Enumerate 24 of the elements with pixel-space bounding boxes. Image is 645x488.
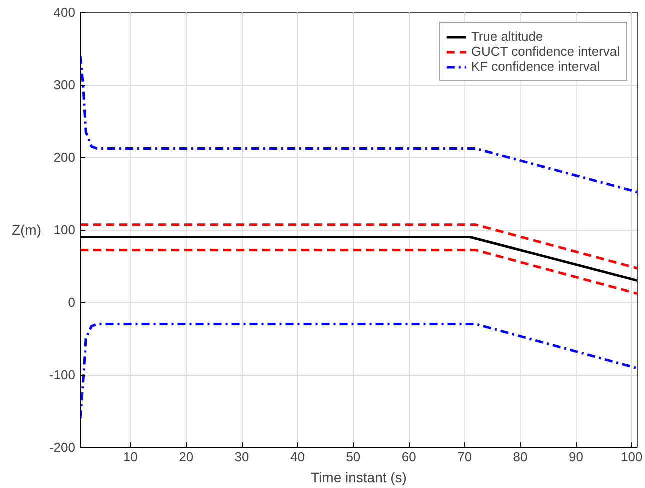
x-tick-label: 50 [346,450,361,464]
line-series [80,323,638,420]
y-tick-label: 100 [54,222,76,238]
legend-label: GUCT confidence interval [471,44,620,59]
y-tick-label: 300 [54,78,76,92]
y-tick-label: 0 [68,295,76,310]
x-tick-label: 90 [569,450,584,464]
y-axis-title: Z(m) [12,222,42,238]
x-tick-label: 80 [513,450,528,464]
line-series [80,54,638,194]
x-tick-label: 10 [123,450,138,464]
x-axis-title: Time instant (s) [311,470,407,486]
y-tick-label: 400 [54,5,76,20]
legend-label: KF confidence interval [471,59,600,74]
x-tick-label: 60 [402,450,416,464]
x-tick-label: 30 [234,450,250,464]
y-tick-label: 200 [54,150,76,165]
x-tick-label: 70 [458,450,472,464]
x-tick-label: 100 [621,450,643,464]
y-tick-label: -200 [49,440,76,455]
x-tick-label: 40 [290,450,305,464]
legend-label: True altitude [471,29,544,44]
x-tick-label: 20 [179,450,194,464]
y-tick-label: -100 [49,368,76,382]
